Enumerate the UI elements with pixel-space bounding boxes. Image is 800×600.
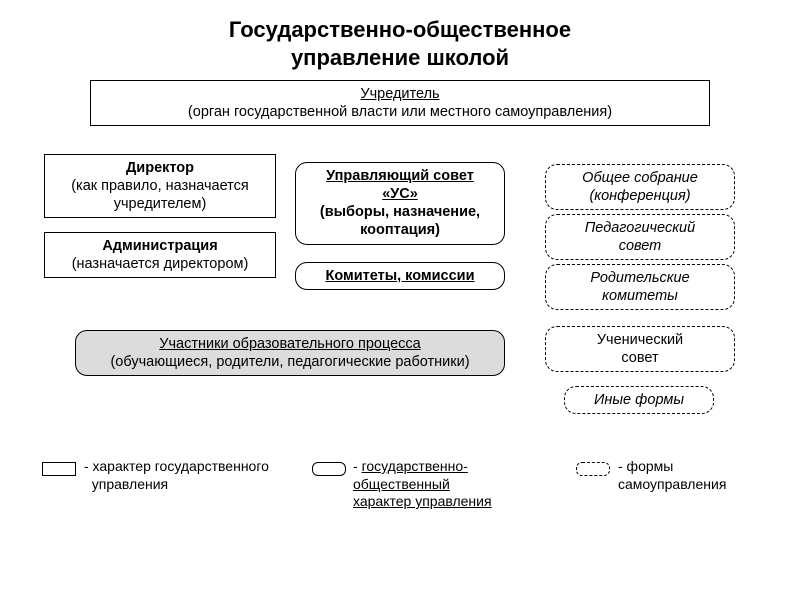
legend-swatch-solid <box>42 462 76 476</box>
administration-box: Администрация (назначается директором) <box>44 232 276 278</box>
director-sub2: учредителем) <box>114 196 207 212</box>
participants-line2: (обучающиеся, родители, педагогические р… <box>110 354 469 370</box>
general-assembly-box: Общее собрание (конференция) <box>545 164 735 210</box>
student-council-box: Ученический совет <box>545 326 735 372</box>
legend2-line1: - государственно- <box>353 458 468 474</box>
student-line2: совет <box>621 350 658 366</box>
committees-text: Комитеты, комиссии <box>325 268 474 284</box>
other-forms-box: Иные формы <box>564 386 714 414</box>
legend-self-governance: - формы самоуправления <box>618 458 778 493</box>
legend3-line2: самоуправления <box>618 476 726 492</box>
director-sub1: (как правило, назначается <box>71 178 249 194</box>
legend2-line3: характер управления <box>353 493 492 509</box>
admin-line1: Администрация <box>102 238 217 254</box>
council-line4: кооптация) <box>360 222 440 238</box>
director-box: Директор (как правило, назначается учред… <box>44 154 276 218</box>
founder-box: Учредитель (орган государственной власти… <box>90 80 710 126</box>
parent-line1: Родительские <box>590 270 689 286</box>
title-line-1: Государственно-общественное <box>229 17 571 42</box>
admin-line2: (назначается директором) <box>72 256 249 272</box>
legend-state-public-governance: - государственно- общественный характер … <box>353 458 543 511</box>
student-line1: Ученический <box>597 332 683 348</box>
parent-committees-box: Родительские комитеты <box>545 264 735 310</box>
council-line1: Управляющий совет <box>326 168 474 184</box>
title-line-2: управление школой <box>291 45 509 70</box>
participants-line1: Участники образовательного процесса <box>159 336 420 352</box>
governing-council-box: Управляющий совет «УС» (выборы, назначен… <box>295 162 505 245</box>
assembly-line1: Общее собрание <box>582 170 698 186</box>
legend3-line1: - формы <box>618 458 673 474</box>
legend1-line1: - характер государственного <box>84 458 269 474</box>
legend-swatch-dashed <box>576 462 610 476</box>
participants-box: Участники образовательного процесса (обу… <box>75 330 505 376</box>
legend-state-governance: - характер государственного управления <box>84 458 304 493</box>
founder-title: Учредитель <box>360 86 439 102</box>
diagram-title: Государственно-общественное управление ш… <box>0 0 800 71</box>
legend-swatch-rounded <box>312 462 346 476</box>
otherforms-text: Иные формы <box>594 392 684 408</box>
legend2-line2: общественный <box>353 476 450 492</box>
committees-box: Комитеты, комиссии <box>295 262 505 290</box>
founder-subtitle: (орган государственной власти или местно… <box>188 104 612 120</box>
pedcouncil-line2: совет <box>619 238 662 254</box>
legend1-line2: управления <box>92 476 168 492</box>
director-title: Директор <box>126 160 194 176</box>
pedcouncil-line1: Педагогический <box>585 220 695 236</box>
council-line2: «УС» <box>382 186 418 202</box>
council-line3: (выборы, назначение, <box>320 204 480 220</box>
parent-line2: комитеты <box>602 288 678 304</box>
assembly-line2: (конференция) <box>589 188 690 204</box>
pedagogical-council-box: Педагогический совет <box>545 214 735 260</box>
